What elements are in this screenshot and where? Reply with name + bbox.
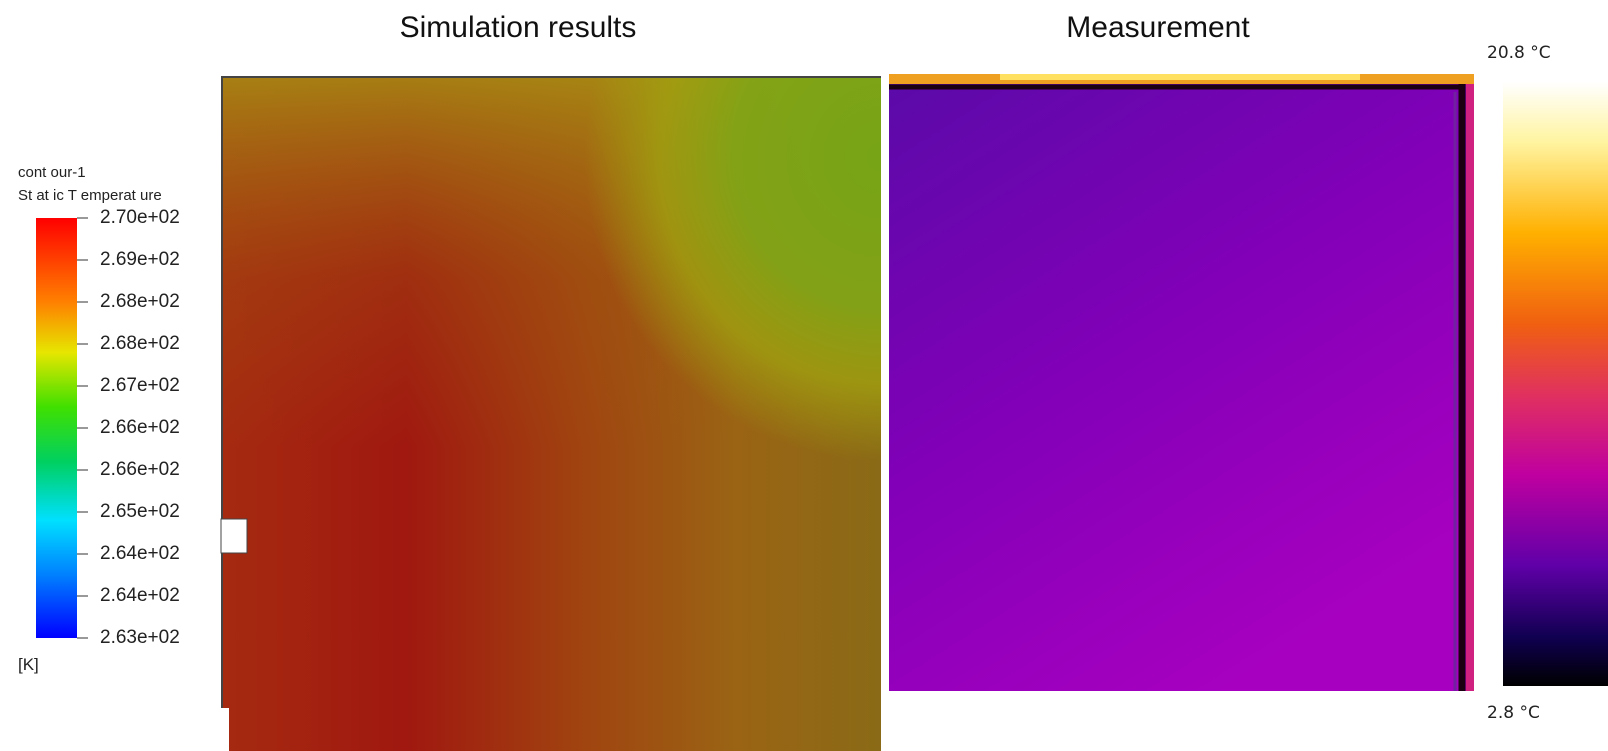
thermal-image — [889, 74, 1474, 691]
legend-variable: St at ic T emperat ure — [18, 187, 162, 204]
tick-label: 2.70e+02 — [100, 207, 180, 228]
figure: Simulation results Measurement cont our-… — [0, 0, 1608, 751]
tick-label: 2.67e+02 — [100, 375, 180, 396]
scale-max: 20.8 °C — [1487, 43, 1551, 63]
tick-label: 2.68e+02 — [100, 333, 180, 354]
simulation-image — [221, 76, 881, 751]
tick-label: 2.69e+02 — [100, 249, 180, 270]
legend-ticks: 2.70e+02 2.69e+02 2.68e+02 2.68e+02 2.67e+02… — [77, 207, 180, 648]
color-bar — [36, 218, 77, 638]
panel-title: Simulation results — [400, 11, 637, 44]
tick-label: 2.68e+02 — [100, 291, 180, 312]
tick-label: 2.66e+02 — [100, 459, 180, 480]
scale-min: 2.8 °C — [1487, 703, 1540, 723]
tick-label: 2.66e+02 — [100, 417, 180, 438]
legend-name: cont our-1 — [18, 164, 86, 181]
tick-label: 2.65e+02 — [100, 501, 180, 522]
thermal-color-bar — [1503, 82, 1608, 686]
tick-label: 2.64e+02 — [100, 585, 180, 606]
tick-label: 2.63e+02 — [100, 627, 180, 648]
tick-label: 2.64e+02 — [100, 543, 180, 564]
panel-title: Measurement — [1066, 11, 1250, 44]
legend-unit: [K] — [18, 655, 39, 674]
